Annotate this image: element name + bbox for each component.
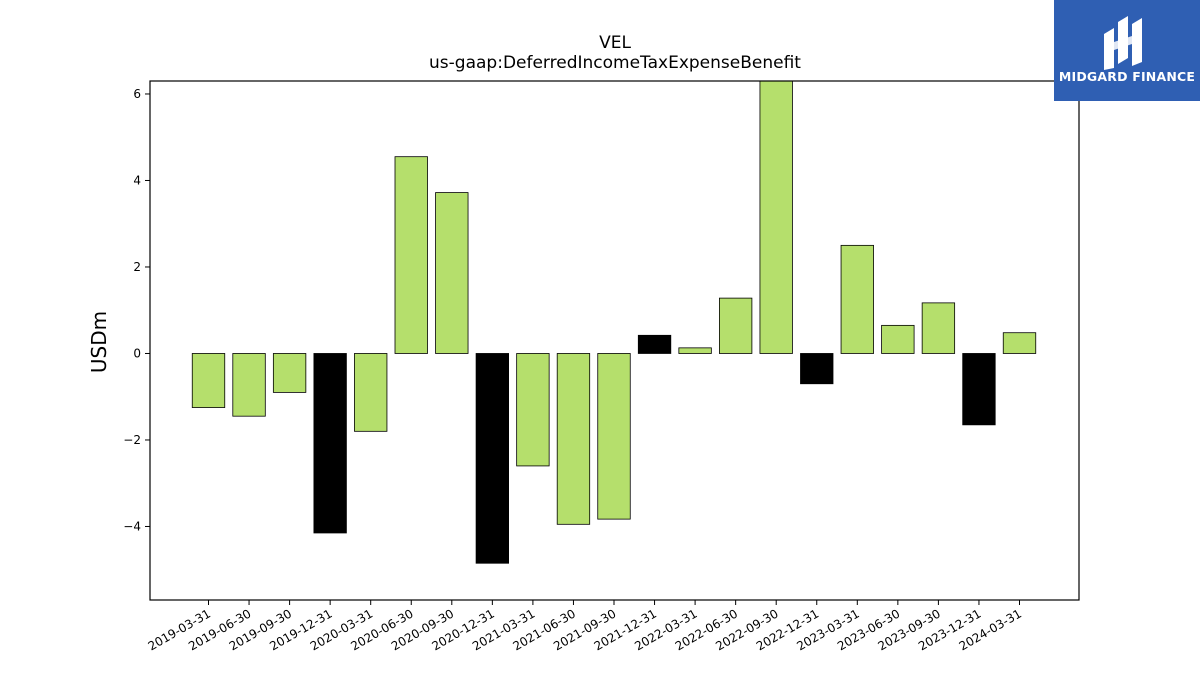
- y-tick-label: 4: [133, 173, 141, 187]
- bar-2024-03-31: [1002, 332, 1037, 354]
- midgard-logo: MIDGARD FINANCE: [1054, 0, 1200, 101]
- chart-title: VEL: [599, 33, 631, 53]
- bar-2019-09-30: [272, 353, 307, 393]
- bar-2019-03-31: [191, 353, 226, 408]
- chart-subtitle: us-gaap:DeferredIncomeTaxExpenseBenefit: [429, 53, 801, 73]
- logo-text: MIDGARD FINANCE: [1058, 69, 1196, 84]
- y-tick-label: 6: [133, 87, 141, 101]
- bar-2023-09-30: [921, 302, 956, 354]
- y-axis-label: USDm: [87, 311, 111, 373]
- bar-2020-09-30: [435, 192, 469, 354]
- bar-2019-12-31: [313, 353, 347, 534]
- y-tick-label: 0: [133, 346, 141, 360]
- y-axis: −4 −2 0 2 4 6: [123, 87, 150, 533]
- bar-2023-03-31: [840, 244, 874, 354]
- bar-2021-09-30: [597, 353, 631, 520]
- y-tick-label: −2: [123, 433, 141, 447]
- bar-2021-06-30: [556, 353, 591, 525]
- bar-2023-12-31: [962, 353, 996, 426]
- bar-2021-03-31: [516, 353, 550, 467]
- bar-2022-12-31: [800, 353, 834, 385]
- bar-2023-06-30: [881, 324, 915, 354]
- bar-2019-06-30: [232, 353, 266, 417]
- bar-2020-06-30: [394, 156, 428, 354]
- midgard-logo-icon: [1104, 16, 1142, 70]
- y-tick-label: −4: [123, 519, 141, 533]
- bar-2022-06-30: [719, 297, 753, 354]
- bar-2020-03-31: [354, 353, 388, 432]
- bar-2021-12-31: [637, 334, 672, 354]
- bar-2020-12-31: [475, 353, 510, 564]
- x-axis: 2019-03-312019-06-302019-09-302019-12-31…: [146, 600, 1024, 653]
- bar-2022-09-30: [759, 81, 793, 354]
- plot-frame: [149, 80, 1080, 601]
- bars-group: [191, 81, 1037, 564]
- bar-2022-03-31: [678, 347, 712, 354]
- y-tick-label: 2: [133, 260, 141, 274]
